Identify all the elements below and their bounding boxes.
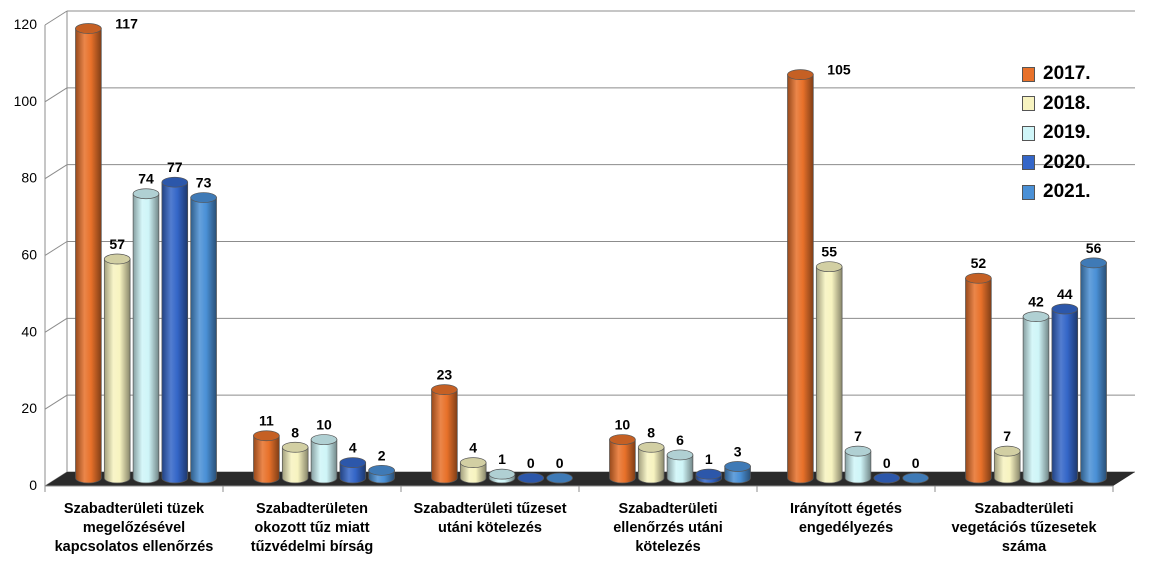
bar [368,464,395,484]
x-category-label: Szabadterületi vegetációs tűzesetek száma [951,501,1097,555]
bar [844,445,872,484]
x-category-label: Szabadterületen okozott tűz miatt tűzvédel… [250,501,374,555]
legend-swatch [1022,96,1035,111]
bar [637,441,665,484]
data-label: 11 [259,413,274,429]
legend-label: 2017. [1043,63,1091,84]
bar [787,69,814,484]
data-label: 10 [316,417,332,433]
bar [1080,257,1107,484]
bar [724,461,751,484]
data-label: 23 [437,367,453,383]
gridlines [44,10,1135,487]
legend-swatch [1022,155,1035,170]
bar [75,23,102,484]
legend-item: 2017. [1022,62,1091,86]
bar [431,384,458,484]
data-label: 42 [1028,294,1044,310]
y-tick-label: 0 [29,477,37,493]
bar [965,272,992,484]
bar [609,434,636,484]
bar [1051,303,1079,484]
legend: 2017. 2018. 2019. 2020. 2021. [1022,62,1091,210]
bar [546,472,573,484]
bar [132,188,160,484]
data-label: 1 [705,451,713,467]
legend-label: 2021. [1043,181,1091,202]
y-tick-label: 100 [14,93,38,109]
x-category-label: Szabadterületi ellenőrzés utáni kötelezés [613,501,723,555]
data-label: 117 [115,16,138,32]
data-label: 4 [349,440,357,456]
y-tick-label: 80 [21,170,37,186]
legend-item: 2018. [1022,92,1091,116]
legend-label: 2019. [1043,122,1091,143]
bar [103,253,131,484]
y-tick-label: 120 [14,16,38,32]
bar [459,457,487,484]
data-label: 7 [1003,428,1011,444]
data-label: 7 [854,428,862,444]
bar [815,261,843,484]
data-label: 0 [556,455,564,471]
data-label: 2 [378,447,386,463]
data-label: 8 [647,424,655,440]
bar [1022,311,1050,484]
bar [281,441,309,484]
legend-item: 2021. [1022,180,1091,204]
data-label: 105 [827,62,851,78]
bar [253,430,280,484]
bar [993,445,1021,484]
data-label: 0 [912,455,920,471]
data-label: 74 [138,171,154,187]
bar [517,472,545,484]
legend-swatch [1022,184,1035,200]
legend-item: 2020. [1022,151,1091,175]
bar [190,192,217,484]
bar [902,472,929,484]
data-label: 10 [615,417,631,433]
legend-swatch [1022,66,1035,82]
bar [310,434,338,484]
data-label: 57 [109,236,125,252]
x-category-label: Szabadterületi tűzeset utáni kötelezés [413,501,567,536]
bar [666,449,694,484]
y-tick-label: 60 [21,247,37,263]
y-tick-label: 40 [21,323,37,339]
bar [339,457,367,484]
data-label: 0 [883,455,891,471]
x-category-label: Szabadterületi tüzek megelőzésével kapcsol… [54,501,214,555]
data-label: 44 [1057,286,1073,302]
x-category-label: Irányított égetés engedélyezés [790,501,902,536]
data-label: 1 [498,451,506,467]
data-label: 4 [469,440,477,456]
legend-label: 2018. [1043,92,1091,114]
data-label: 55 [821,244,837,260]
data-label: 0 [527,455,535,471]
data-label: 6 [676,432,684,448]
data-label: 56 [1086,240,1102,256]
legend-swatch [1022,125,1035,141]
legend-label: 2020. [1043,151,1091,173]
bar [161,176,189,484]
data-label: 3 [734,443,742,459]
bar [873,472,901,484]
legend-item: 2019. [1022,121,1091,145]
bar [488,468,516,484]
data-label: 8 [291,424,299,440]
y-tick-label: 20 [21,400,37,416]
bars [75,23,1107,484]
data-label: 52 [971,255,987,271]
bar [695,468,723,484]
data-label: 77 [167,159,183,175]
data-label: 73 [196,175,212,191]
